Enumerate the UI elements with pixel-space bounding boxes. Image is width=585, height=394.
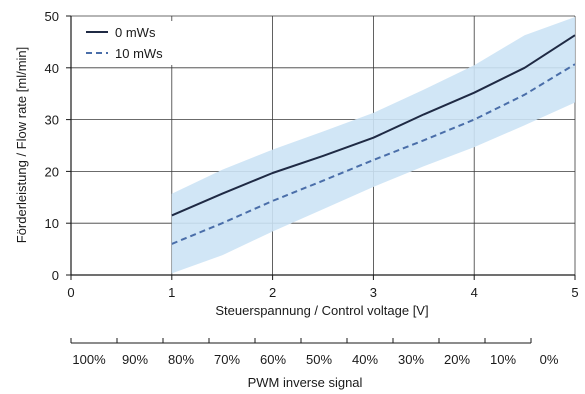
pwm-tick-label: 40% — [352, 352, 378, 367]
pwm-tick-label: 90% — [122, 352, 148, 367]
pwm-axis-label: PWM inverse signal — [248, 375, 363, 390]
pwm-tick-label: 60% — [260, 352, 286, 367]
pwm-axis: 100% 90% 80% 70% 60% 50% 40% 30% 20% 10% 0% — [70, 338, 559, 367]
series-line-1 — [171, 34, 576, 217]
y-tick-label: 40 — [45, 61, 59, 76]
legend: 0 mWs 10 mWs — [76, 21, 184, 65]
y-tick-label: 10 — [45, 216, 59, 231]
y-axis-label: Förderleistung / Flow rate [ml/min] — [14, 47, 29, 244]
x-tick-label: 4 — [471, 285, 478, 300]
x-axis-label: Steuerspannung / Control voltage [V] — [215, 303, 428, 318]
y-tick-label: 30 — [45, 113, 59, 128]
pwm-tick-label: 70% — [214, 352, 240, 367]
series-lines — [171, 34, 576, 245]
confidence-band — [171, 17, 576, 274]
pwm-tick-label: 30% — [398, 352, 424, 367]
y-tick-label: 0 — [52, 268, 59, 283]
x-tick-label: 2 — [269, 285, 276, 300]
pwm-tick-label: 0% — [540, 352, 559, 367]
x-tick-label: 3 — [370, 285, 377, 300]
legend-label-2: 10 mWs — [115, 46, 163, 61]
pwm-tick-label: 20% — [444, 352, 470, 367]
pwm-tick-label: 50% — [306, 352, 332, 367]
pwm-tick-label: 80% — [168, 352, 194, 367]
pwm-tick-label: 100% — [72, 352, 106, 367]
pwm-tick-label: 10% — [490, 352, 516, 367]
legend-label-1: 0 mWs — [115, 25, 156, 40]
x-tick-label: 5 — [571, 285, 578, 300]
series-line-2 — [171, 63, 576, 245]
y-tick-label: 50 — [45, 9, 59, 24]
y-tick-label: 20 — [45, 164, 59, 179]
legend-background — [76, 21, 184, 65]
x-tick-label: 0 — [67, 285, 74, 300]
uncertainty-band — [171, 17, 576, 274]
x-tick-label: 1 — [168, 285, 175, 300]
